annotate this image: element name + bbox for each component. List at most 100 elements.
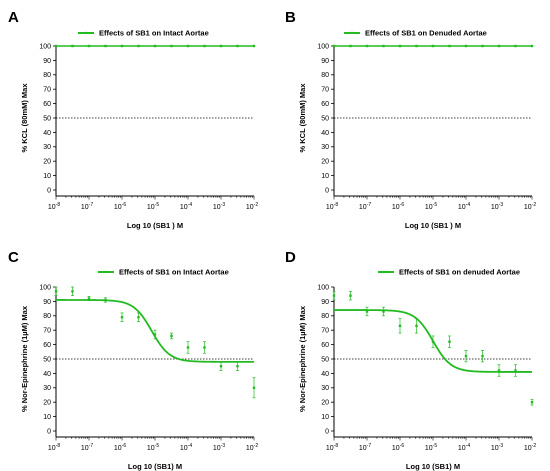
data-point (464, 44, 468, 48)
data-point (481, 354, 484, 358)
y-tick-label: 20 (43, 159, 51, 166)
data-point (252, 386, 256, 389)
x-tick-label: 10-3 (213, 443, 225, 452)
data-point (530, 401, 534, 404)
data-point (219, 365, 223, 368)
data-point (349, 44, 352, 48)
data-point (153, 44, 157, 48)
y-tick-label: 100 (317, 284, 329, 291)
data-point (365, 44, 369, 48)
x-tick-label: 10-4 (180, 202, 192, 211)
x-tick-label: 10-7 (359, 202, 371, 211)
x-tick-label: 10-5 (425, 443, 437, 452)
data-point (87, 44, 91, 48)
x-tick-label: 10-2 (524, 202, 536, 211)
data-point (464, 354, 468, 358)
data-point (153, 333, 157, 336)
y-tick-label: 40 (43, 371, 51, 378)
y-tick-label: 90 (321, 58, 329, 65)
y-tick-label: 50 (321, 115, 329, 122)
data-point (87, 297, 91, 300)
data-point (514, 369, 517, 372)
x-tick-label: 10-6 (392, 443, 404, 452)
y-tick-label: 0 (325, 187, 329, 194)
x-axis-label: Log 10 (SB1 ) M (127, 221, 183, 230)
data-point (530, 44, 534, 48)
x-axis-label: Log 10 (SB1 ) M (405, 221, 461, 230)
data-point (203, 44, 206, 48)
y-tick-label: 90 (43, 58, 51, 65)
y-tick-label: 70 (43, 328, 51, 335)
data-point (236, 365, 239, 368)
data-point (448, 44, 451, 48)
x-tick-label: 10-3 (491, 443, 503, 452)
y-tick-label: 10 (43, 414, 51, 421)
y-tick-label: 70 (43, 87, 51, 94)
x-tick-label: 10-8 (326, 443, 338, 452)
x-tick-label: 10-2 (246, 202, 258, 211)
y-tick-label: 60 (43, 101, 51, 108)
y-tick-label: 100 (39, 284, 51, 291)
data-point (481, 44, 484, 48)
data-point (137, 44, 140, 48)
y-tick-label: 0 (47, 187, 51, 194)
data-point (398, 44, 402, 48)
data-point (497, 369, 501, 372)
x-tick-label: 10-7 (81, 443, 93, 452)
y-tick-label: 70 (321, 87, 329, 94)
legend-marker (384, 270, 388, 274)
data-point (382, 310, 385, 313)
y-axis-label: % KCL (80mM) Max (20, 83, 29, 153)
data-point (415, 324, 418, 328)
x-tick-label: 10-2 (246, 443, 258, 452)
x-tick-label: 10-7 (359, 443, 371, 452)
y-tick-label: 50 (43, 356, 51, 363)
data-point (54, 44, 58, 48)
x-tick-label: 10-5 (147, 443, 159, 452)
data-point (186, 346, 190, 349)
y-tick-label: 30 (321, 385, 329, 392)
x-tick-label: 10-5 (147, 202, 159, 211)
data-point (332, 44, 336, 48)
data-point (252, 44, 256, 48)
legend: Effects of SB1 on denuded Aortae (378, 268, 520, 277)
legend: Effects of SB1 on Denuded Aortae (344, 29, 487, 38)
x-tick-label: 10-4 (180, 443, 192, 452)
y-tick-label: 10 (43, 173, 51, 180)
y-tick-label: 60 (43, 342, 51, 349)
x-tick-label: 10-6 (392, 202, 404, 211)
y-tick-label: 40 (321, 371, 329, 378)
x-tick-label: 10-4 (458, 202, 470, 211)
data-point (349, 294, 352, 297)
data-point (137, 316, 140, 319)
x-tick-label: 10-6 (114, 202, 126, 211)
data-point (120, 44, 124, 48)
data-point (514, 44, 517, 48)
data-point (120, 316, 124, 319)
data-point (170, 334, 173, 338)
panel-letter: B (285, 9, 296, 26)
x-tick-label: 10-8 (326, 202, 338, 211)
panel-letter: C (8, 249, 19, 266)
data-point (219, 44, 223, 48)
y-tick-label: 90 (43, 299, 51, 306)
x-axis-label: Log 10 (SB1) M (128, 462, 182, 471)
data-point (382, 44, 385, 48)
y-tick-label: 0 (325, 428, 329, 435)
y-tick-label: 10 (321, 173, 329, 180)
y-tick-label: 40 (43, 130, 51, 137)
y-tick-label: 90 (321, 299, 329, 306)
y-tick-label: 100 (39, 43, 51, 50)
data-point (365, 310, 369, 313)
y-tick-label: 50 (321, 356, 329, 363)
legend-label: Effects of SB1 on Intact Aortae (99, 29, 209, 38)
legend: Effects of SB1 on Intact Aortae (78, 29, 209, 38)
y-tick-label: 30 (43, 385, 51, 392)
y-tick-label: 60 (321, 342, 329, 349)
x-tick-label: 10-4 (458, 443, 470, 452)
y-tick-label: 0 (47, 428, 51, 435)
legend-label: Effects of SB1 on Denuded Aortae (365, 29, 487, 38)
x-tick-label: 10-8 (48, 443, 60, 452)
y-tick-label: 10 (321, 414, 329, 421)
